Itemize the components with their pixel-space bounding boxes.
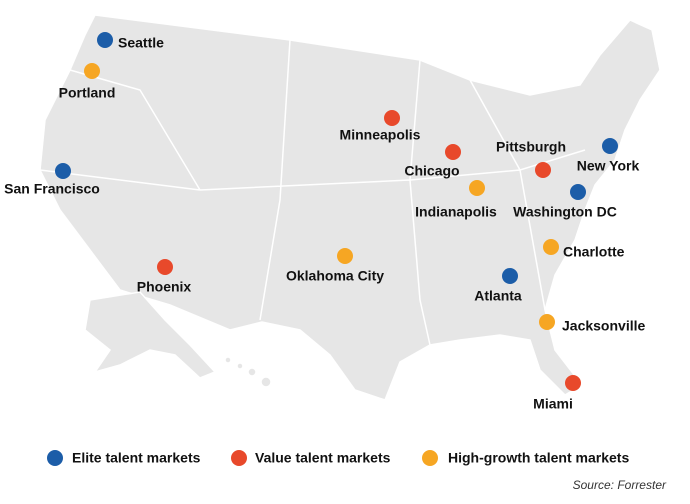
city-marker: [570, 184, 586, 200]
city-marker: [97, 32, 113, 48]
city-marker: [157, 259, 173, 275]
city-marker: [384, 110, 400, 126]
city-label: New York: [577, 158, 640, 174]
city-marker: [539, 314, 555, 330]
city-label: Oklahoma City: [286, 268, 384, 284]
city-label: San Francisco: [4, 181, 100, 197]
city-marker: [337, 248, 353, 264]
legend-marker: [422, 450, 438, 466]
city-label: Phoenix: [137, 279, 192, 295]
city-label: Atlanta: [474, 288, 522, 304]
legend: Elite talent markets Value talent markets…: [47, 450, 629, 466]
city-label: Jacksonville: [562, 318, 645, 334]
city-marker: [565, 375, 581, 391]
city-marker: [602, 138, 618, 154]
city-label: Minneapolis: [340, 127, 421, 143]
city-marker: [502, 268, 518, 284]
city-marker: [535, 162, 551, 178]
city-label: Seattle: [118, 35, 164, 51]
legend-marker: [231, 450, 247, 466]
city-label: Chicago: [404, 163, 459, 179]
city-marker: [84, 63, 100, 79]
city-label: Indianapolis: [415, 204, 497, 220]
city-label: Pittsburgh: [496, 139, 566, 155]
us-map: [39, 14, 661, 401]
legend-label: High-growth talent markets: [448, 450, 629, 466]
cities: Seattle San Francisco New York Washington D…: [4, 32, 645, 412]
legend-label: Elite talent markets: [72, 450, 201, 466]
city-marker: [55, 163, 71, 179]
legend-marker: [47, 450, 63, 466]
city-label: Charlotte: [563, 244, 625, 260]
legend-label: Value talent markets: [255, 450, 391, 466]
city-label: Portland: [59, 85, 116, 101]
city-label: Miami: [533, 396, 573, 412]
city-marker: [445, 144, 461, 160]
city-label: Washington DC: [513, 204, 617, 220]
source: Source: Forrester: [573, 478, 667, 492]
city-marker: [469, 180, 485, 196]
city-marker: [543, 239, 559, 255]
